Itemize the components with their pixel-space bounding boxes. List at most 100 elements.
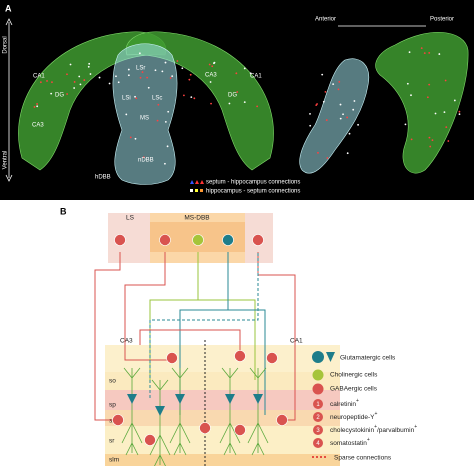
anterior-label: Anterior bbox=[315, 17, 336, 23]
dot bbox=[352, 108, 355, 111]
dot bbox=[326, 157, 329, 159]
dot bbox=[209, 81, 212, 83]
marker-sup: + bbox=[374, 424, 377, 430]
layer-label: so bbox=[109, 378, 116, 385]
dot bbox=[135, 97, 138, 100]
dot bbox=[190, 96, 193, 99]
dot bbox=[83, 79, 86, 81]
cell bbox=[222, 234, 234, 246]
layer-so bbox=[105, 372, 340, 390]
dot bbox=[115, 75, 117, 78]
dot bbox=[434, 112, 437, 115]
layer-label: sp bbox=[109, 402, 116, 409]
marker-number: 2 bbox=[316, 415, 320, 421]
dot bbox=[181, 67, 184, 70]
legend-text: Cholinergic cells bbox=[330, 372, 378, 379]
dot bbox=[211, 65, 214, 68]
dot bbox=[108, 82, 111, 85]
dot bbox=[88, 62, 91, 65]
dot bbox=[127, 74, 130, 77]
region-label: CA3 bbox=[205, 73, 217, 79]
dot bbox=[256, 105, 259, 108]
marker-icon bbox=[313, 425, 323, 435]
pyramidal-cell bbox=[155, 406, 165, 416]
layer-top bbox=[105, 345, 340, 372]
cell bbox=[144, 434, 156, 446]
dot bbox=[98, 76, 101, 79]
hippocampus-shapes bbox=[18, 31, 469, 174]
dot bbox=[324, 90, 327, 93]
layer-label: slm bbox=[109, 457, 119, 464]
region-label: LSi bbox=[122, 96, 131, 102]
region-label: CA1 bbox=[33, 74, 45, 80]
dot bbox=[161, 70, 164, 73]
layer-label: sr bbox=[109, 438, 115, 445]
cells bbox=[112, 234, 288, 466]
dot bbox=[51, 81, 53, 84]
dot bbox=[164, 121, 167, 123]
dot bbox=[309, 112, 311, 115]
legend-text: septum - hippocampus connections bbox=[206, 180, 300, 186]
layer-label: si bbox=[109, 418, 114, 425]
dot bbox=[337, 88, 340, 91]
dot bbox=[443, 111, 446, 114]
dot bbox=[142, 156, 145, 159]
dot bbox=[147, 86, 150, 89]
dot bbox=[146, 76, 149, 79]
dot bbox=[169, 77, 172, 79]
marker-sup: + bbox=[414, 424, 417, 430]
dot bbox=[167, 110, 170, 113]
dot bbox=[46, 80, 48, 82]
marker-number: 4 bbox=[316, 441, 320, 447]
legend-text: hippocampus - septum connections bbox=[206, 189, 300, 195]
pyramidal-cell bbox=[253, 394, 263, 404]
region-label: MS bbox=[140, 116, 149, 122]
dot bbox=[164, 61, 167, 64]
dot bbox=[243, 67, 246, 70]
dot bbox=[79, 83, 82, 86]
dot bbox=[353, 100, 356, 102]
dot bbox=[348, 132, 351, 135]
marker-number: 3 bbox=[316, 428, 320, 434]
dot bbox=[166, 145, 169, 148]
marker-name: calretinin bbox=[330, 401, 356, 408]
arrow-heads bbox=[5, 18, 13, 182]
region-label: LSr bbox=[136, 66, 145, 72]
dot bbox=[134, 137, 137, 140]
dot bbox=[235, 72, 238, 75]
dot bbox=[316, 103, 318, 105]
cell bbox=[199, 422, 211, 434]
dot bbox=[183, 94, 185, 97]
dot bbox=[157, 103, 160, 106]
dot bbox=[210, 102, 212, 105]
dendrite bbox=[149, 379, 171, 466]
dot bbox=[127, 68, 130, 71]
dot bbox=[156, 119, 159, 122]
dot bbox=[171, 75, 174, 78]
layer-slm bbox=[105, 454, 340, 466]
dot bbox=[346, 116, 349, 119]
marker-name: /parvalbumin bbox=[377, 427, 415, 434]
dot bbox=[141, 71, 144, 73]
legend-b bbox=[312, 351, 335, 458]
dot bbox=[154, 69, 157, 72]
dot bbox=[39, 81, 42, 84]
dot bbox=[36, 103, 38, 105]
dot bbox=[33, 106, 36, 108]
dot bbox=[447, 140, 450, 142]
connections bbox=[94, 252, 296, 421]
dot bbox=[426, 96, 429, 99]
dendrite bbox=[121, 367, 143, 456]
dot bbox=[228, 102, 231, 105]
cell bbox=[166, 352, 178, 364]
pyramidal-cell bbox=[127, 394, 137, 404]
dot bbox=[429, 145, 432, 148]
marker-icon bbox=[313, 412, 323, 422]
dot bbox=[453, 99, 456, 102]
marker-name: neuropeptide-Y bbox=[330, 414, 375, 421]
region-label: CA1 bbox=[250, 74, 262, 80]
cell bbox=[276, 414, 288, 426]
dot bbox=[431, 139, 434, 142]
